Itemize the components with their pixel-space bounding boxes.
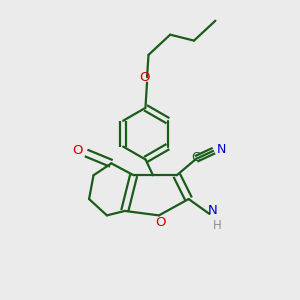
Text: C: C (192, 151, 200, 164)
Text: N: N (208, 204, 218, 218)
Text: O: O (139, 71, 149, 84)
Text: N: N (217, 142, 226, 156)
Text: H: H (212, 219, 221, 232)
Text: O: O (155, 216, 166, 229)
Text: O: O (72, 143, 83, 157)
